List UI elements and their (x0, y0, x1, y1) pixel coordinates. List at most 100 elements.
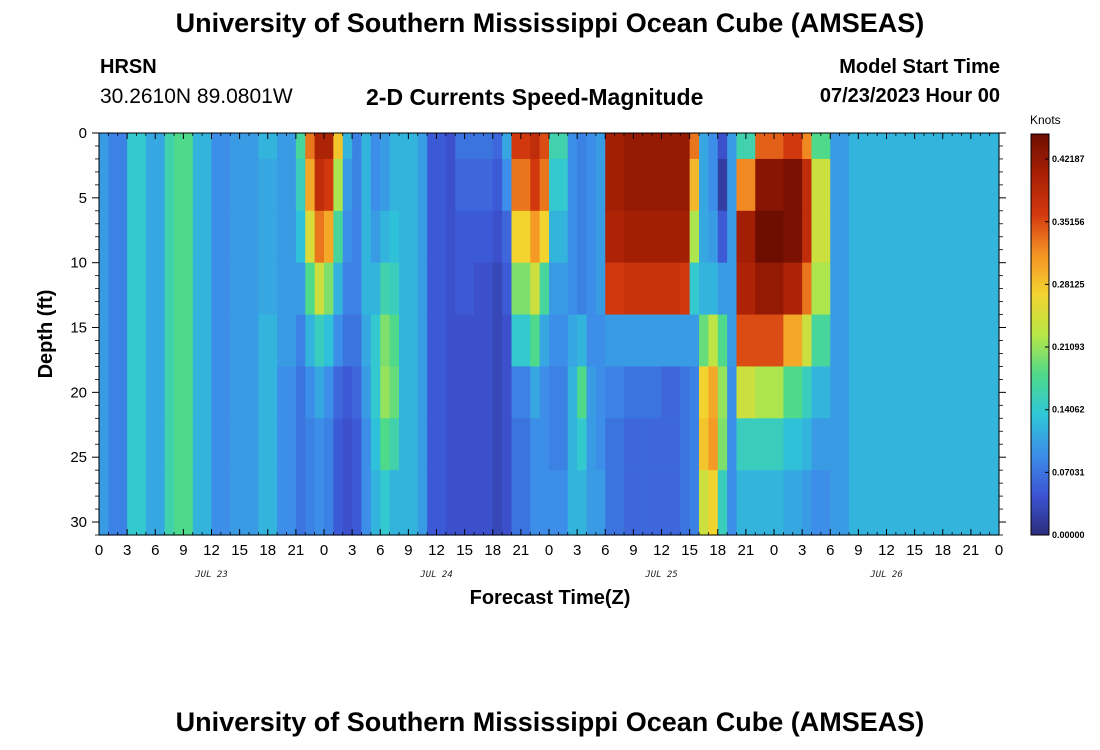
heat-cell (127, 470, 147, 536)
heat-cell (577, 158, 588, 212)
heat-cell (455, 158, 475, 212)
heat-cell (755, 470, 784, 536)
heat-cell (305, 133, 316, 160)
x-tick-label: 18 (709, 542, 726, 559)
heat-cell (595, 158, 606, 212)
heat-cell (455, 314, 475, 368)
heat-cell (164, 366, 175, 419)
x-tick-label: 12 (878, 542, 895, 559)
heat-cell (417, 470, 428, 536)
heat-cell (370, 262, 381, 316)
x-tick-label: 12 (203, 542, 220, 559)
x-tick-label: 15 (456, 542, 473, 559)
heat-cell (539, 314, 550, 368)
heat-cell (783, 418, 803, 471)
heat-cell (399, 366, 419, 419)
colorbar-gradient (1030, 133, 1050, 536)
heat-cell (511, 133, 531, 160)
heat-cell (314, 158, 325, 212)
heat-cell (455, 133, 475, 160)
heat-cell (380, 133, 391, 160)
heat-cell (549, 158, 569, 212)
heat-cell (708, 418, 719, 471)
heat-cell (511, 314, 531, 368)
heat-cell (830, 210, 850, 264)
heat-cell (108, 262, 128, 316)
heat-cell (305, 314, 316, 368)
heat-cell (445, 314, 456, 368)
heat-cell (174, 418, 194, 471)
heat-cell (99, 210, 109, 264)
heat-cell (849, 470, 1000, 536)
heat-cell (174, 470, 194, 536)
x-tick-label: 6 (151, 542, 159, 559)
heat-cell (399, 158, 419, 212)
heat-cell (577, 470, 588, 536)
heat-cell (624, 158, 644, 212)
heat-cell (145, 314, 166, 368)
heat-cell (586, 210, 597, 264)
heat-cell (708, 366, 719, 419)
heat-cell (717, 262, 728, 316)
heat-cell (445, 418, 456, 471)
heat-cell (577, 210, 588, 264)
x-tick-label: 3 (573, 542, 581, 559)
heat-cell (164, 418, 175, 471)
heat-cell (595, 133, 606, 160)
heat-cell (342, 158, 353, 212)
heat-cell (783, 158, 803, 212)
heat-cell (549, 418, 569, 471)
heat-cell (492, 366, 503, 419)
heat-cell (567, 418, 578, 471)
heat-cell (661, 262, 681, 316)
heat-cell (127, 210, 147, 264)
heat-cell (174, 133, 194, 160)
heat-cell (708, 133, 719, 160)
heat-cell (689, 314, 700, 368)
y-tick-label: 30 (70, 514, 87, 531)
heat-cell (108, 210, 128, 264)
x-tick-label: 0 (95, 542, 103, 559)
heat-cell (324, 262, 334, 316)
heat-cell (427, 470, 447, 536)
heat-cell (689, 418, 700, 471)
heat-cell (108, 133, 128, 160)
heat-cell (389, 262, 400, 316)
heat-cell (342, 210, 353, 264)
heat-cell (211, 418, 231, 471)
heat-cell (849, 158, 1000, 212)
heat-cell (277, 262, 297, 316)
heat-cell (370, 470, 381, 536)
heat-cell (399, 314, 419, 368)
heat-cell (277, 133, 297, 160)
heat-cell (717, 210, 728, 264)
heat-cell (586, 158, 597, 212)
heat-cell (727, 133, 738, 160)
heat-cell (727, 314, 738, 368)
heat-cell (511, 158, 531, 212)
heat-cell (689, 210, 700, 264)
heat-cell (127, 262, 147, 316)
heat-cell (849, 366, 1000, 419)
x-tick-label: 18 (934, 542, 951, 559)
heat-cell (586, 262, 597, 316)
heat-cell (342, 470, 353, 536)
heat-cell (211, 314, 231, 368)
x-tick-label: 6 (376, 542, 384, 559)
heat-cell (380, 158, 391, 212)
colorbar-tick-label: 0.07031 (1052, 467, 1085, 477)
heat-cell (492, 210, 503, 264)
heat-cell (324, 418, 334, 471)
heat-cell (727, 158, 738, 212)
heat-cell (258, 210, 278, 264)
heat-cell (295, 262, 306, 316)
heat-cell (783, 314, 803, 368)
heat-cell (689, 158, 700, 212)
heat-cell (445, 366, 456, 419)
heat-cell (755, 262, 784, 316)
heat-cell (230, 418, 259, 471)
colorbar-tick-label: 0.42187 (1052, 154, 1085, 164)
heat-cell (380, 314, 391, 368)
heat-cell (277, 470, 297, 536)
heat-cell (689, 133, 700, 160)
